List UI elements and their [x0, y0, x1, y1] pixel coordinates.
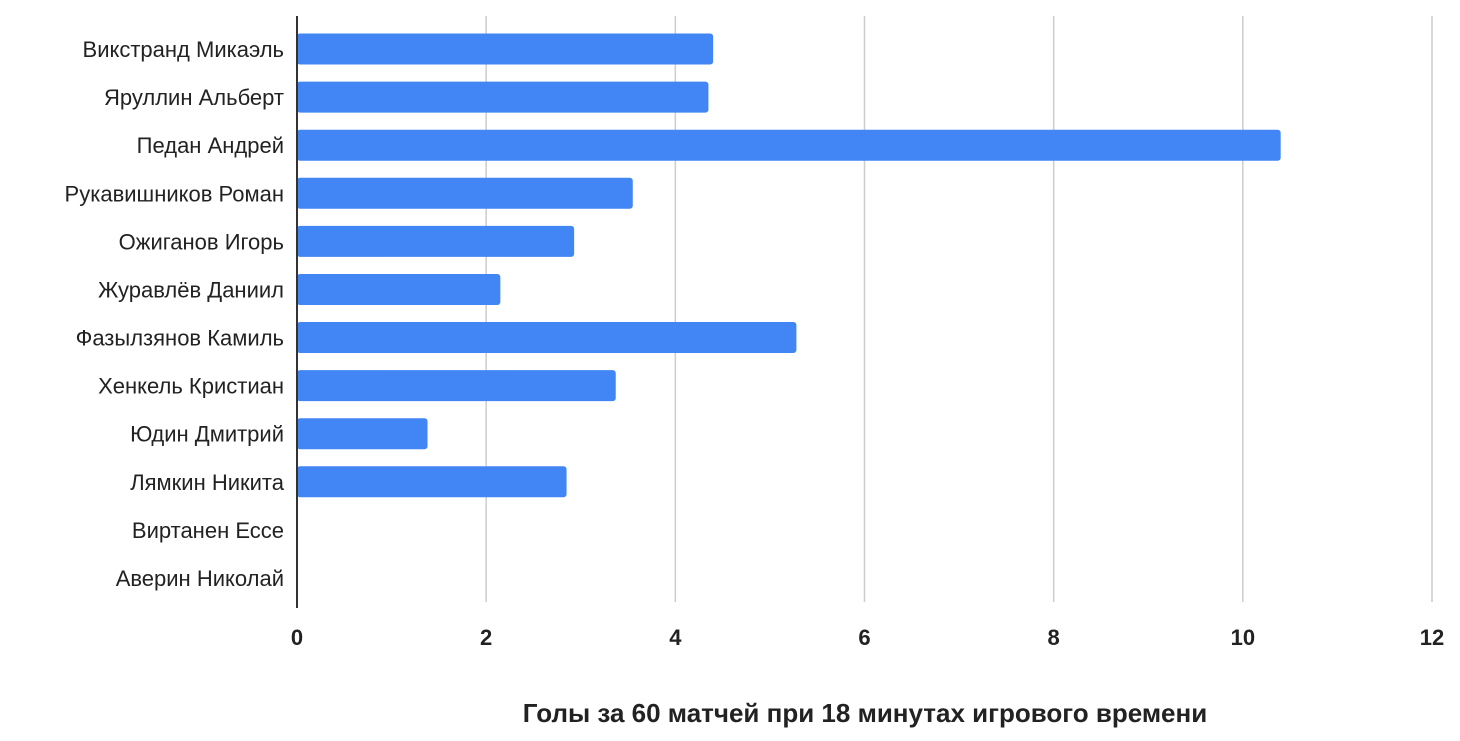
bar	[297, 81, 709, 113]
gridlines	[485, 16, 1433, 602]
bar	[297, 466, 567, 498]
x-axis-title: Голы за 60 матчей при 18 минутах игровог…	[523, 698, 1207, 728]
x-tick-label: 6	[858, 625, 870, 650]
x-tick-label: 0	[291, 625, 303, 650]
x-tick-label: 4	[669, 625, 682, 650]
bar	[297, 418, 428, 450]
category-label: Ожиганов Игорь	[119, 229, 284, 254]
category-label: Рукавишников Роман	[65, 181, 284, 206]
category-label: Виртанен Ессе	[132, 518, 284, 543]
x-tick-label: 12	[1420, 625, 1444, 650]
category-label: Педан Андрей	[137, 133, 284, 158]
bar	[297, 273, 501, 305]
category-label: Викстранд Микаэль	[83, 37, 284, 62]
category-label: Лямкин Никита	[130, 470, 285, 495]
category-label: Фазылзянов Камиль	[76, 326, 284, 351]
x-tick-labels: 0 2 4 6 8 10 12	[291, 625, 1444, 650]
category-label: Аверин Николай	[116, 566, 284, 591]
bar	[297, 370, 616, 402]
bars	[297, 33, 1281, 498]
category-label: Хенкель Кристиан	[98, 374, 284, 399]
bar	[297, 33, 714, 65]
category-label: Юдин Дмитрий	[130, 422, 284, 447]
bar	[297, 129, 1281, 161]
category-labels: Викстранд Микаэль Яруллин Альберт Педан Ан…	[65, 37, 285, 591]
x-tick-label: 10	[1231, 625, 1255, 650]
category-label: Яруллин Альберт	[104, 85, 284, 110]
bar	[297, 225, 575, 257]
x-tick-label: 8	[1048, 625, 1060, 650]
bar	[297, 322, 797, 354]
bar	[297, 177, 633, 209]
category-label: Журавлёв Даниил	[98, 277, 284, 302]
x-tick-label: 2	[480, 625, 492, 650]
